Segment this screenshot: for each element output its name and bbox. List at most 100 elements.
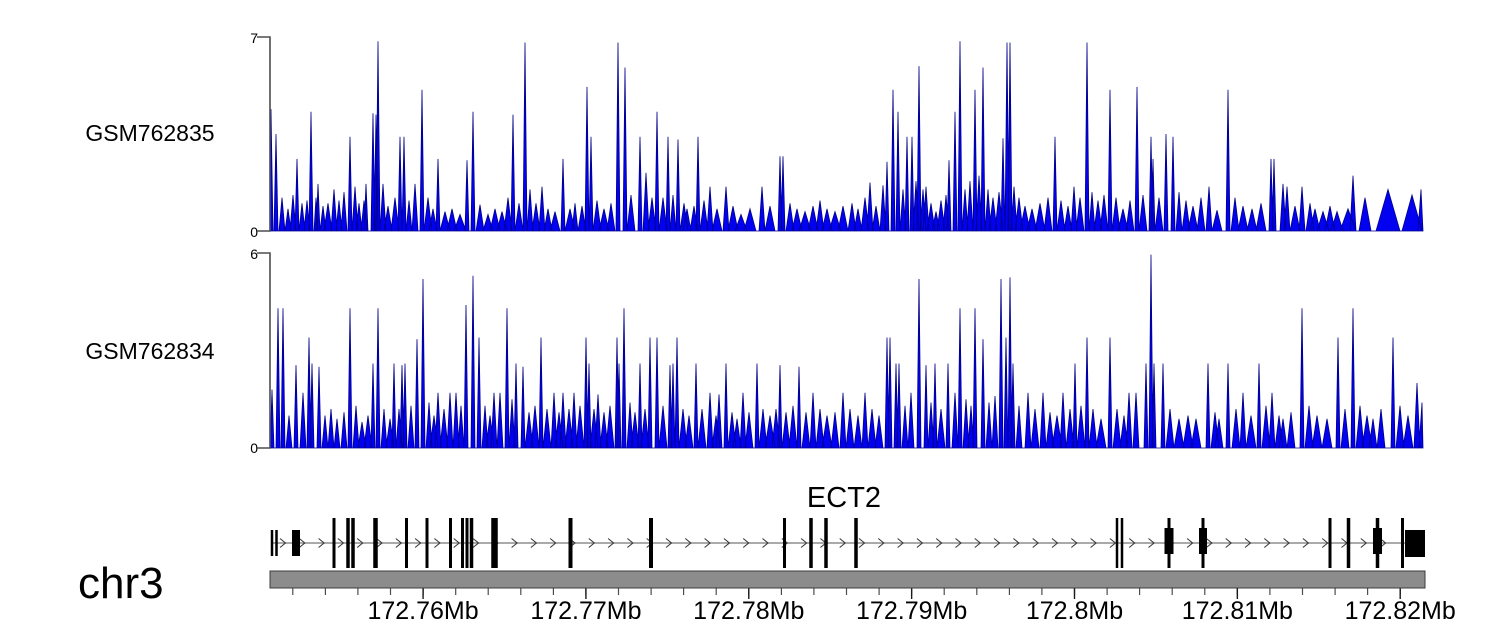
genome-x-axis: 172.76Mb 172.77Mb 172.78Mb 172.79Mb 172.8Mb 1… xyxy=(269,570,1456,625)
strand-arrow-icon xyxy=(627,538,634,548)
strand-arrow-icon xyxy=(279,538,287,548)
track2-label: GSM762834 xyxy=(85,338,214,364)
exon-exon xyxy=(854,518,858,568)
strand-arrow-icon xyxy=(1128,538,1136,548)
strand-arrow-icon xyxy=(1302,538,1310,548)
strand-arrow-icon xyxy=(1090,538,1097,548)
strand-arrow-icon xyxy=(1321,538,1329,548)
strand-arrow-icon xyxy=(1109,538,1117,548)
strand-arrow-icon xyxy=(1186,538,1194,548)
strand-arrow-icon xyxy=(376,538,383,548)
strand-arrow-icon xyxy=(684,538,692,548)
strand-arrow-icon xyxy=(1070,538,1078,548)
exon-exon xyxy=(351,518,355,568)
x-axis-tick-label: 172.79Mb xyxy=(856,597,967,625)
strand-arrow-icon xyxy=(762,538,769,548)
strand-arrow-icon xyxy=(800,538,808,548)
strand-arrow-icon xyxy=(1283,538,1290,548)
strand-arrow-icon xyxy=(530,538,538,548)
strand-arrow-icon xyxy=(356,538,364,548)
y-axis-GSM762835 xyxy=(257,36,271,232)
exon-exon xyxy=(1401,518,1404,568)
signal-area-GSM762834 xyxy=(269,254,1424,449)
exon-exon xyxy=(1328,518,1332,568)
strand-arrow-icon xyxy=(723,538,731,548)
strand-arrow-icon xyxy=(993,538,1001,548)
track2-signal-plot xyxy=(257,252,1424,449)
exon-exon xyxy=(1115,518,1119,568)
strand-arrow-icon xyxy=(877,538,885,548)
exon-exon xyxy=(1120,518,1124,568)
strand-arrow-icon xyxy=(414,538,422,548)
exon-exon xyxy=(465,518,469,568)
exon-utr xyxy=(275,530,278,556)
x-axis-tick-label: 172.77Mb xyxy=(530,597,641,625)
exon-cds-box xyxy=(1199,528,1207,554)
x-axis-tick-label: 172.82Mb xyxy=(1345,597,1456,625)
track2-ymax-label: 6 xyxy=(250,246,258,262)
track1-ymin-label: 0 xyxy=(250,224,258,240)
strand-arrow-icon xyxy=(858,538,866,548)
exon-exon xyxy=(491,518,498,568)
strand-arrow-icon xyxy=(472,538,480,548)
strand-arrow-icon xyxy=(1263,538,1271,548)
exon-exon xyxy=(346,518,350,568)
strand-arrow-icon xyxy=(1225,538,1233,548)
strand-arrow-icon xyxy=(1360,538,1368,548)
x-axis-tick-label: 172.78Mb xyxy=(693,597,804,625)
strand-arrow-icon xyxy=(395,538,403,548)
strand-arrow-icon xyxy=(897,538,904,548)
x-axis-tick-label: 172.76Mb xyxy=(367,597,478,625)
track1-ymax-label: 7 xyxy=(250,30,258,46)
strand-arrow-icon xyxy=(742,538,750,548)
x-axis-tick-label: 172.8Mb xyxy=(1026,597,1123,625)
strand-arrow-icon xyxy=(1206,538,1213,548)
strand-arrow-icon xyxy=(1032,538,1040,548)
exon-terminal xyxy=(1405,530,1425,557)
exon-exon xyxy=(1346,518,1351,568)
strand-arrow-icon xyxy=(607,538,615,548)
exon-utr xyxy=(270,530,274,556)
strand-arrow-icon xyxy=(549,538,557,548)
exon-exon xyxy=(469,518,474,568)
exon-exon xyxy=(405,518,408,568)
strand-arrow-icon xyxy=(704,538,711,548)
strand-arrow-icon xyxy=(588,538,596,548)
strand-arrow-icon xyxy=(511,538,518,548)
chromosome-bar xyxy=(269,570,1426,589)
exon-exon xyxy=(425,518,429,568)
strand-arrow-icon xyxy=(916,538,924,548)
strand-arrow-icon xyxy=(839,538,847,548)
strand-arrow-icon xyxy=(337,538,345,548)
track2-ymin-label: 0 xyxy=(250,440,258,456)
signal-area-GSM762835 xyxy=(269,41,1424,232)
exon-exon xyxy=(809,518,813,568)
strand-arrow-icon xyxy=(298,538,306,548)
strand-arrow-icon xyxy=(453,538,461,548)
strand-arrow-icon xyxy=(1051,538,1059,548)
track1-label: GSM762835 xyxy=(85,120,214,146)
exon-utr xyxy=(292,530,300,556)
strand-arrow-icon xyxy=(955,538,962,548)
y-axis-GSM762834 xyxy=(257,252,271,449)
exon-exon xyxy=(461,518,464,568)
exon-exon xyxy=(649,518,653,568)
exon-exon xyxy=(332,518,336,568)
strand-arrow-icon xyxy=(665,538,673,548)
exon-exon xyxy=(568,518,573,568)
exon-exon xyxy=(783,518,786,568)
exon-cds-box xyxy=(1373,528,1382,554)
exon-exon xyxy=(373,518,378,568)
strand-arrow-icon xyxy=(434,538,441,548)
chromosome-label: chr3 xyxy=(78,559,164,608)
exon-exon xyxy=(824,518,828,568)
x-axis-tick-label: 172.81Mb xyxy=(1182,597,1293,625)
strand-arrow-icon xyxy=(935,538,943,548)
gene-name-label: ECT2 xyxy=(807,482,881,514)
track1-signal-plot xyxy=(257,36,1424,232)
strand-arrow-icon xyxy=(1244,538,1252,548)
strand-arrow-icon xyxy=(318,538,325,548)
exon-cds-box xyxy=(1164,528,1174,554)
